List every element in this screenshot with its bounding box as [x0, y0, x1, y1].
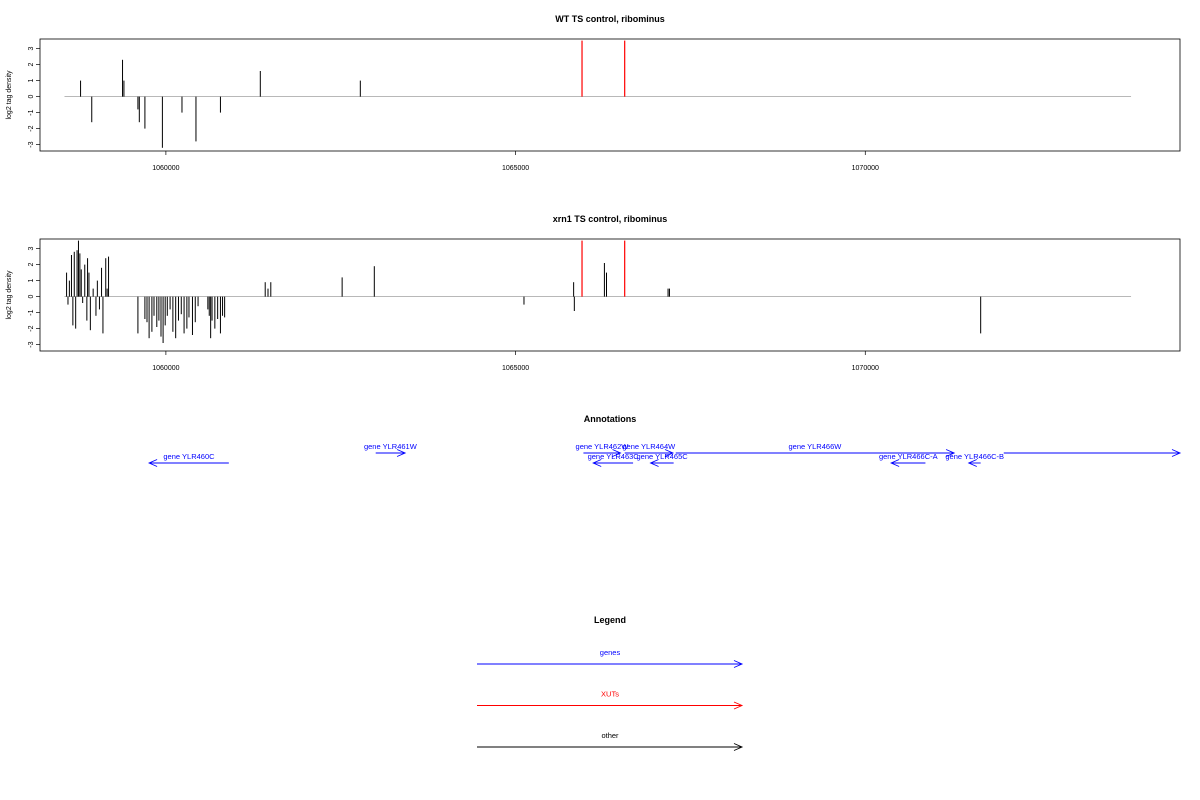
y-tick-label: -3 — [28, 141, 35, 147]
panel-wt: WT TS control, ribominus log2 tag densit… — [6, 14, 1181, 172]
panel-title: WT TS control, ribominus — [555, 14, 665, 24]
plot-frame — [39, 238, 1181, 352]
y-tick-label: 2 — [28, 63, 35, 67]
gene-label: gene YLR460C — [163, 452, 215, 461]
y-tick-label: 2 — [28, 263, 35, 267]
y-tick-label: 1 — [28, 279, 35, 283]
gene-label: gene YLR466C-B — [945, 452, 1004, 461]
annotations-section: Annotations gene YLR460C gene YLR461W gene… — [147, 414, 1182, 467]
x-tick-label: 1060000 — [152, 365, 179, 372]
gene-label: gene YLR464W — [622, 442, 676, 451]
gene-arrowhead — [945, 449, 956, 457]
gene-arrowhead — [592, 459, 602, 467]
y-tick-label: -1 — [28, 109, 35, 115]
legend-label: other — [601, 731, 619, 740]
y-tick-label: -2 — [28, 325, 35, 331]
panel-xrn1: xrn1 TS control, ribominus log2 tag dens… — [6, 214, 1181, 372]
bars — [64, 240, 1132, 343]
gene-arrowhead — [649, 459, 659, 467]
y-tick-label: -1 — [28, 309, 35, 315]
y-tick-label: 3 — [28, 247, 35, 251]
gene-arrowhead — [967, 459, 977, 467]
legend-arrowhead — [733, 743, 744, 751]
gene-label: gene YLR466C-A — [879, 452, 938, 461]
annotations-title: Annotations — [584, 414, 637, 424]
x-tick-label: 1065000 — [502, 165, 529, 172]
x-tick-label: 1060000 — [152, 165, 179, 172]
gene-arrowhead — [890, 459, 900, 467]
y-axis-label: log2 tag density — [6, 70, 13, 120]
gene-arrowhead — [664, 449, 675, 457]
gene-label: gene YLR461W — [364, 442, 418, 451]
gene-arrowhead — [612, 449, 622, 457]
plot-frame — [39, 38, 1181, 152]
gene-label: gene YLR463C — [588, 452, 640, 461]
gene-arrowhead — [1171, 449, 1182, 457]
y-axis: -3 -2 -1 0 1 2 3 — [28, 47, 40, 148]
y-tick-label: 0 — [28, 95, 35, 99]
x-tick-label: 1070000 — [852, 165, 879, 172]
x-tick-label: 1070000 — [852, 365, 879, 372]
x-tick-label: 1065000 — [502, 365, 529, 372]
gene-label: gene YLR465C — [637, 452, 689, 461]
x-axis: 1060000 1065000 1070000 — [152, 351, 879, 372]
y-tick-label: 3 — [28, 47, 35, 51]
legend-arrowhead — [733, 701, 744, 710]
gene-arrowhead — [147, 459, 158, 467]
y-tick-label: 0 — [28, 295, 35, 299]
bars — [64, 40, 1132, 148]
y-tick-label: 1 — [28, 79, 35, 83]
legend-label: genes — [600, 648, 621, 657]
y-axis-label: log2 tag density — [6, 270, 13, 320]
legend-items: genes XUTs other — [477, 648, 744, 751]
legend-label: XUTs — [601, 690, 619, 699]
legend-title: Legend — [594, 615, 626, 625]
y-tick-label: -2 — [28, 125, 35, 131]
gene-label: gene YLR466W — [789, 442, 843, 451]
gene-arrowhead — [396, 449, 407, 457]
legend: Legend genes XUTs other — [477, 615, 744, 751]
y-tick-label: -3 — [28, 341, 35, 347]
legend-arrowhead — [733, 660, 744, 668]
x-axis: 1060000 1065000 1070000 — [152, 151, 879, 172]
gene-label: gene YLR462W — [576, 442, 630, 451]
y-axis: -3 -2 -1 0 1 2 3 — [28, 247, 40, 348]
panel-title: xrn1 TS control, ribominus — [553, 214, 668, 224]
